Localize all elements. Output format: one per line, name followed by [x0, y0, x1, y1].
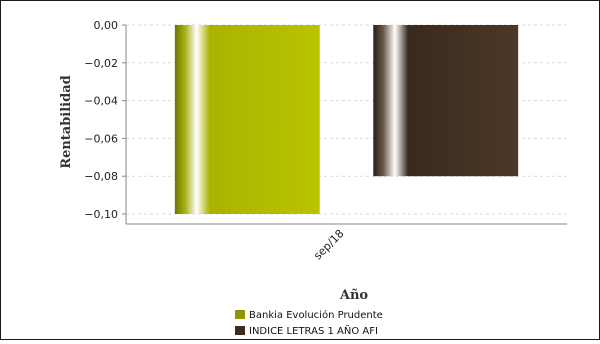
y-tick-label: −0,02	[84, 57, 118, 70]
legend-swatch-0	[235, 310, 245, 319]
legend-label-0: Bankia Evolución Prudente	[249, 309, 383, 321]
bar-bankia-evoluci-n-prudente[interactable]	[174, 25, 320, 214]
legend-swatch-1	[235, 326, 245, 335]
bars	[174, 25, 519, 214]
x-axis-title: Año	[339, 288, 369, 303]
legend: Bankia Evolución Prudente INDICE LETRAS …	[235, 309, 383, 337]
y-tick-label: −0,10	[84, 208, 118, 221]
y-tick-label: −0,04	[84, 95, 118, 108]
legend-item-0[interactable]: Bankia Evolución Prudente	[235, 309, 383, 321]
bar-chart: 0,00 −0,02 −0,04 −0,06 −0,08 −0,10 sep/18 Ren…	[59, 19, 567, 337]
y-tick-label: −0,06	[84, 132, 118, 145]
y-axis-title: Rentabilidad	[59, 75, 74, 168]
legend-label-1: INDICE LETRAS 1 AÑO AFI	[249, 324, 378, 337]
y-tick-label: 0,00	[94, 19, 119, 32]
legend-item-1[interactable]: INDICE LETRAS 1 AÑO AFI	[235, 324, 378, 337]
bar-indice-letras-1-a-o-afi[interactable]	[373, 25, 519, 177]
x-tick-label: sep/18	[311, 227, 346, 262]
y-tick-labels: 0,00 −0,02 −0,04 −0,06 −0,08 −0,10	[84, 19, 126, 221]
x-tick-labels: sep/18	[311, 227, 346, 262]
y-tick-label: −0,08	[84, 170, 118, 183]
